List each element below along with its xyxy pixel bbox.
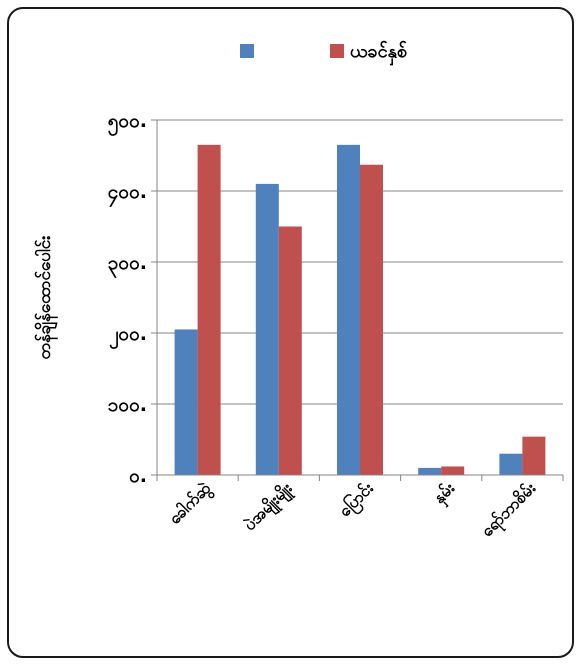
legend: ယခင်နှစ် bbox=[240, 40, 407, 66]
y-tick-labels: ၀. ၁၀၀. ၂၀၀. ၃၀၀. ၄၀၀. ၅၀၀. bbox=[108, 110, 147, 487]
x-tick-label: ရော်ဘာစိမ်း bbox=[477, 478, 542, 543]
bar-series-2 bbox=[441, 466, 465, 475]
legend-label-series-2: ယခင်နှစ် bbox=[350, 40, 407, 66]
y-tick-label: ၃၀၀. bbox=[108, 252, 147, 279]
x-tick-labels: ခေါက်ဆွဲ ပဲအမျိုးမျိုး ပြောင်း နှမ်း ရော်ဘာစ… bbox=[156, 475, 564, 543]
bars bbox=[174, 144, 546, 476]
x-tick-label: နှမ်း bbox=[429, 478, 460, 509]
bar-series-1 bbox=[418, 467, 442, 475]
bar-series-1 bbox=[174, 329, 198, 475]
x-tick-label: ပြောင်း bbox=[334, 478, 379, 523]
bar-series-1 bbox=[255, 183, 279, 475]
axes bbox=[156, 120, 563, 476]
bar-series-1 bbox=[337, 144, 360, 475]
y-tick-label: ၁၀၀. bbox=[108, 394, 147, 416]
y-tick-label: ၀. bbox=[129, 465, 147, 487]
y-tick-label: ၄၀၀. bbox=[108, 181, 147, 208]
bar-series-1 bbox=[499, 453, 523, 475]
x-tick-label: ပဲအမျိုးမျိုး bbox=[240, 478, 299, 537]
bar-series-2 bbox=[360, 164, 383, 476]
legend-swatch-series-2 bbox=[330, 44, 344, 58]
y-tick-label: ၂၀၀. bbox=[109, 323, 147, 350]
y-tick-label: ၅၀၀. bbox=[108, 110, 147, 137]
legend-swatch-series-1 bbox=[240, 44, 254, 58]
y-axis-label: တန်ချိန်ထောင်ပေါင်း bbox=[33, 235, 59, 360]
bar-series-2 bbox=[197, 144, 221, 475]
x-tick-label: ခေါက်ဆွဲ bbox=[165, 478, 217, 530]
bar-series-2 bbox=[522, 436, 546, 475]
bar-series-2 bbox=[278, 226, 302, 475]
